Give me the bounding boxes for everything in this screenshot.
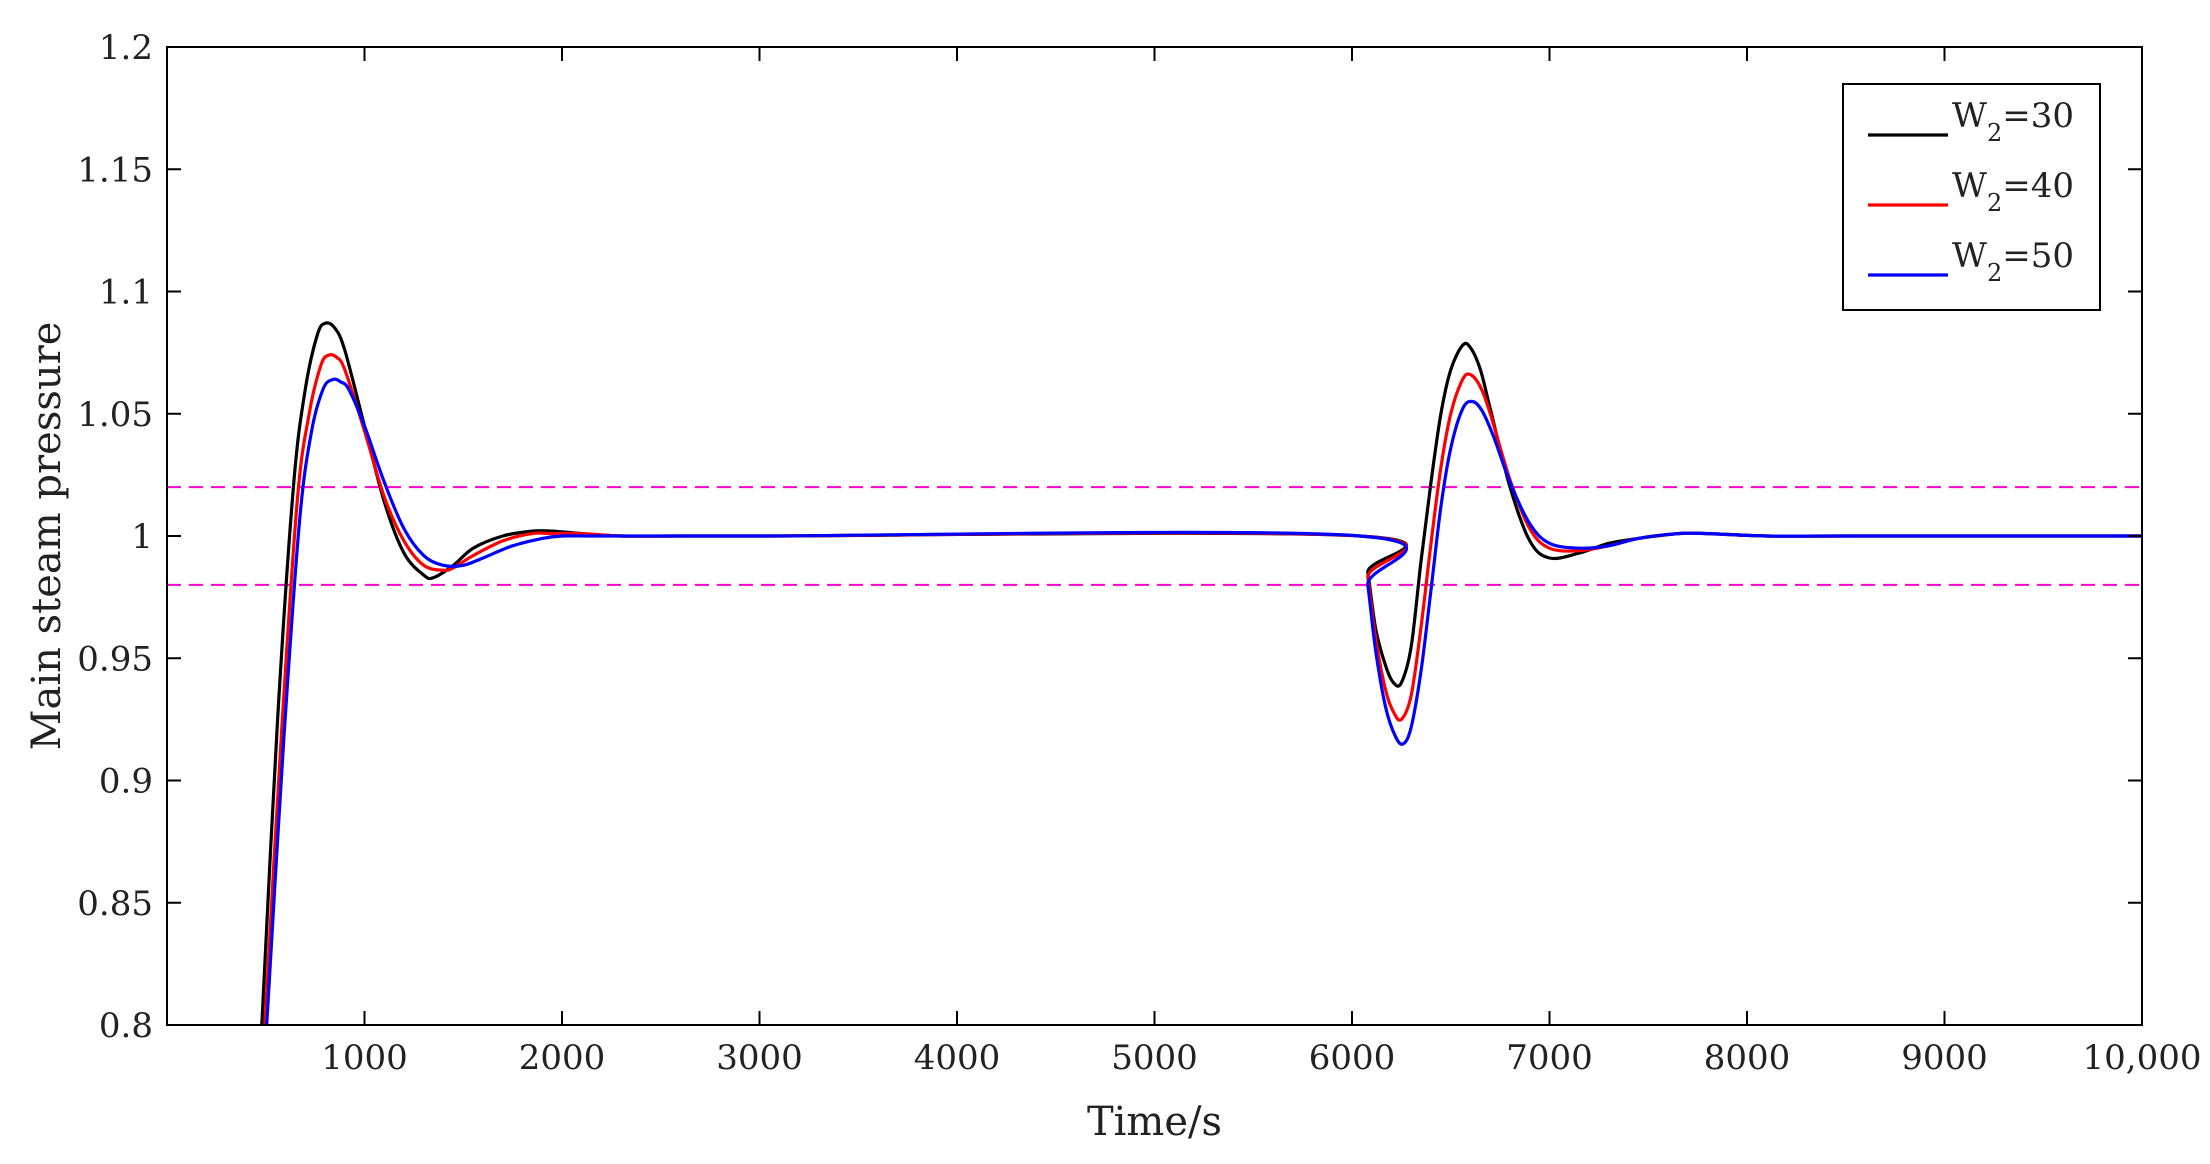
legend-label: W2=40 — [1952, 166, 2074, 217]
series-line-0 — [260, 321, 2142, 1025]
series-line-2 — [265, 377, 2142, 1025]
y-tick-label: 0.8 — [99, 1006, 153, 1046]
y-tick-label: 0.85 — [77, 884, 153, 924]
y-axis-label: Main steam pressure — [24, 322, 70, 751]
y-tick-label: 1 — [131, 517, 153, 557]
y-tick-label: 0.95 — [77, 639, 153, 679]
x-tick-label: 10,000 — [2083, 1038, 2202, 1078]
x-tick-label: 3000 — [716, 1038, 803, 1078]
series-lines — [260, 321, 2142, 1025]
y-tick-label: 1.05 — [77, 395, 153, 435]
legend-label: W2=50 — [1952, 236, 2074, 287]
x-tick-label: 1000 — [321, 1038, 408, 1078]
x-tick-label: 7000 — [1506, 1038, 1593, 1078]
y-tick-label: 1.1 — [99, 273, 153, 313]
x-axis-label: Time/s — [1087, 1099, 1222, 1145]
x-tick-label: 6000 — [1309, 1038, 1396, 1078]
y-tick-label: 0.9 — [99, 762, 153, 802]
x-tick-label: 9000 — [1901, 1038, 1988, 1078]
legend: W2=30 W2=40 W2=50 — [1842, 83, 2101, 311]
x-tick-label: 2000 — [519, 1038, 606, 1078]
legend-box — [1842, 83, 2101, 311]
legend-label: W2=30 — [1952, 96, 2074, 147]
x-axis-ticks: 1000 2000 3000 4000 5000 6000 7000 8000 9000 10,0… — [321, 47, 2201, 1078]
y-axis-ticks: 0.8 0.85 0.9 0.95 1 1.05 1.1 1.15 1.2 — [77, 28, 2142, 1046]
y-tick-label: 1.15 — [77, 150, 153, 190]
x-tick-label: 8000 — [1704, 1038, 1791, 1078]
x-tick-label: 4000 — [914, 1038, 1001, 1078]
x-tick-label: 5000 — [1111, 1038, 1198, 1078]
y-tick-label: 1.2 — [99, 28, 153, 68]
series-line-1 — [263, 352, 2142, 1025]
